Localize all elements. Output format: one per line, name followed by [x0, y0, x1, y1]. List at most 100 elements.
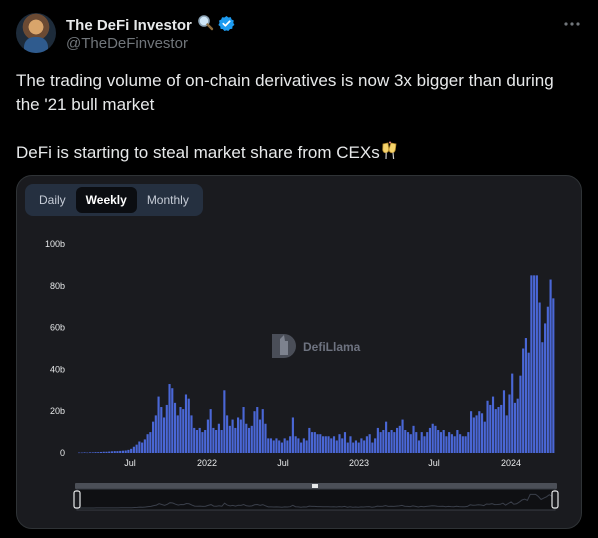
volume-bar[interactable] [341, 438, 344, 453]
volume-bar[interactable] [162, 417, 166, 453]
volume-bar[interactable] [149, 432, 152, 453]
volume-bar[interactable] [475, 415, 478, 453]
volume-bar[interactable] [371, 442, 374, 453]
volume-bar[interactable] [239, 419, 242, 453]
volume-bar[interactable] [519, 375, 522, 453]
volume-bar[interactable] [398, 425, 401, 453]
volume-bar[interactable] [404, 430, 407, 453]
volume-bar[interactable] [247, 427, 251, 453]
volume-bar[interactable] [173, 402, 177, 453]
volume-bar[interactable] [363, 440, 366, 453]
volume-bar[interactable] [184, 394, 188, 453]
volume-bar[interactable] [305, 440, 308, 453]
volume-bar[interactable] [409, 434, 412, 453]
volume-bar[interactable] [472, 417, 475, 453]
volume-bar[interactable] [297, 438, 300, 453]
volume-bar[interactable] [379, 432, 382, 453]
volume-bar[interactable] [110, 451, 114, 453]
volume-bar[interactable] [357, 442, 360, 453]
volume-bar[interactable] [426, 432, 429, 453]
volume-bar[interactable] [160, 407, 163, 453]
tab-weekly[interactable]: Weekly [75, 187, 137, 213]
volume-bar[interactable] [396, 427, 399, 453]
volume-bar[interactable] [461, 436, 464, 453]
volume-bar[interactable] [86, 452, 89, 454]
volume-bar[interactable] [346, 442, 349, 453]
volume-bar[interactable] [500, 404, 503, 453]
volume-bar[interactable] [352, 442, 355, 453]
volume-bar[interactable] [524, 338, 527, 453]
volume-bar[interactable] [412, 425, 415, 453]
volume-bar[interactable] [157, 396, 160, 453]
volume-bar[interactable] [94, 452, 97, 453]
volume-bar[interactable] [294, 436, 297, 453]
volume-bar[interactable] [431, 423, 434, 453]
volume-bar[interactable] [256, 407, 259, 453]
volume-bar[interactable] [121, 450, 124, 453]
volume-bar[interactable] [530, 275, 533, 453]
volume-bar[interactable] [360, 438, 363, 453]
volume-bar[interactable] [278, 440, 281, 453]
volume-bar[interactable] [316, 434, 319, 453]
volume-bar[interactable] [116, 451, 119, 453]
volume-bar[interactable] [387, 432, 390, 453]
volume-bar[interactable] [483, 421, 486, 453]
volume-bar[interactable] [269, 438, 273, 453]
more-horizontal-icon[interactable] [560, 14, 584, 34]
volume-bar[interactable] [113, 451, 116, 453]
volume-bar[interactable] [324, 436, 327, 453]
volume-bar[interactable] [374, 438, 377, 453]
volume-bar[interactable] [327, 436, 330, 453]
volume-bar[interactable] [541, 342, 544, 453]
volume-bar[interactable] [237, 417, 240, 453]
volume-bar[interactable] [382, 430, 385, 453]
volume-bar-chart[interactable]: 0 20b 40b 60b 80b 100b DefiLlama Jul 2022 Jul 20… [17, 176, 581, 528]
volume-bar[interactable] [182, 409, 185, 453]
volume-bar[interactable] [226, 415, 229, 453]
volume-bar[interactable] [187, 398, 190, 453]
volume-bar[interactable] [217, 423, 220, 453]
tab-daily[interactable]: Daily [39, 193, 66, 207]
volume-bar[interactable] [165, 404, 168, 453]
volume-bar[interactable] [97, 452, 100, 453]
volume-bar[interactable] [491, 396, 495, 453]
volume-bar[interactable] [176, 415, 179, 453]
volume-bar[interactable] [261, 409, 264, 453]
volume-bar[interactable] [552, 298, 555, 453]
volume-bar[interactable] [78, 452, 81, 454]
volume-bar[interactable] [231, 419, 234, 453]
range-brush[interactable] [73, 483, 559, 511]
volume-bar[interactable] [486, 400, 489, 453]
volume-bar[interactable] [119, 450, 122, 453]
volume-bar[interactable] [258, 419, 262, 453]
volume-bar[interactable] [130, 448, 133, 453]
volume-bar[interactable] [434, 425, 437, 453]
volume-bar[interactable] [464, 436, 467, 453]
volume-bar[interactable] [456, 430, 459, 453]
volume-bar[interactable] [283, 438, 286, 453]
volume-bar[interactable] [368, 434, 371, 453]
volume-bar[interactable] [105, 451, 108, 453]
volume-bar[interactable] [343, 432, 347, 453]
volume-bar[interactable] [206, 419, 209, 453]
volume-bar[interactable] [376, 427, 379, 453]
volume-bar[interactable] [99, 451, 103, 453]
volume-bar[interactable] [168, 384, 171, 453]
volume-bar[interactable] [445, 436, 448, 453]
volume-bar[interactable] [80, 452, 83, 454]
volume-bar[interactable] [459, 434, 462, 453]
volume-bar[interactable] [253, 411, 256, 453]
volume-bar[interactable] [311, 432, 314, 453]
volume-bar[interactable] [234, 427, 237, 453]
volume-bar[interactable] [467, 432, 470, 453]
volume-bar[interactable] [448, 432, 451, 453]
volume-bar[interactable] [280, 442, 283, 453]
profile-avatar[interactable] [16, 13, 56, 53]
volume-bar[interactable] [437, 430, 440, 453]
volume-bar[interactable] [242, 407, 245, 453]
volume-bar[interactable] [108, 451, 111, 453]
volume-bar[interactable] [439, 432, 442, 453]
volume-bar[interactable] [132, 446, 135, 453]
volume-bar[interactable] [275, 438, 278, 453]
volume-bar[interactable] [450, 434, 453, 453]
